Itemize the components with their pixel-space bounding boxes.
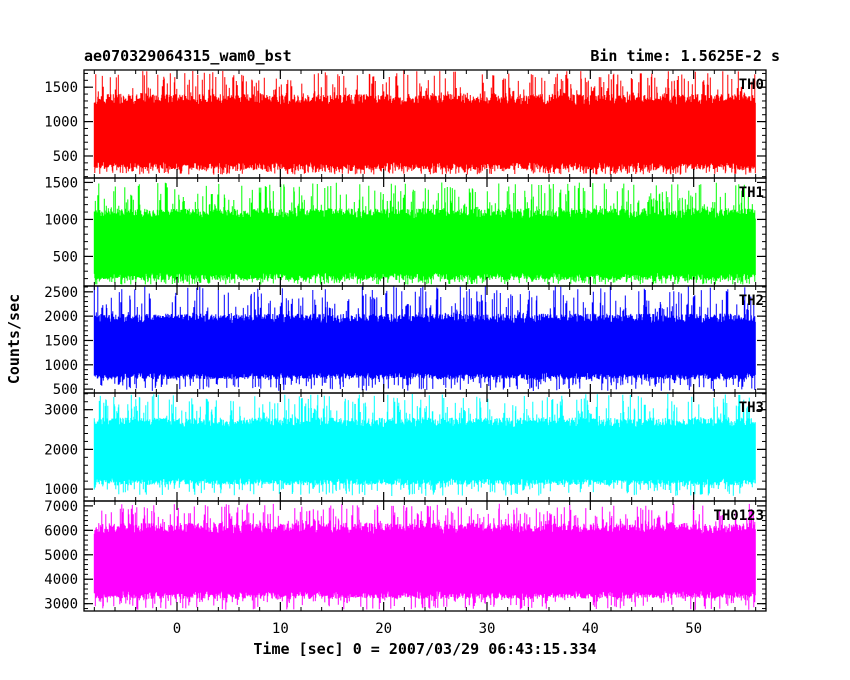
y-tick-label: 1500 [44,175,78,191]
series-th0 [93,70,756,175]
x-tick-label: 0 [173,621,181,637]
x-tick-label: 50 [685,621,702,637]
series-th0123 [93,503,756,610]
panel-th0123: 3000 4000 5000 6000 7000 TH0123 [44,499,767,613]
y-tick-label: 1500 [44,333,78,349]
band-label-th0123: TH0123 [713,508,764,524]
x-axis-label: Time [sec] 0 = 2007/03/29 06:43:15.334 [253,640,596,658]
y-tick-label: 1000 [44,115,78,131]
panel-th2: 500 1000 1500 2000 2500 TH2 [44,285,767,398]
y-tick-label: 1000 [44,358,78,374]
panels: 500 1000 1500 TH0 500 1000 1500 TH1 500 1000 1500 2… [44,69,767,613]
y-tick-label: 2500 [44,285,78,301]
x-tick-label: 20 [375,621,392,637]
panel-th3: 1000 2000 3000 TH3 [44,392,767,502]
band-label-th1: TH1 [739,185,764,201]
band-label-th0: TH0 [739,77,764,93]
y-tick-label: 5000 [44,548,78,564]
band-label-th3: TH3 [739,400,764,416]
y-tick-label: 6000 [44,523,78,539]
x-axis: 0 10 20 30 40 50 [173,621,702,637]
band-label-th2: TH2 [739,293,764,309]
y-tick-label: 3000 [44,597,78,613]
y-tick-label: 2000 [44,309,78,325]
y-tick-label: 1000 [44,212,78,228]
y-tick-label: 500 [53,382,78,398]
series-th3 [93,393,756,496]
panel-th1: 500 1000 1500 TH1 [44,175,767,287]
y-tick-label: 500 [53,249,78,265]
y-tick-label: 1000 [44,482,78,498]
y-axis-label: Counts/sec [5,294,23,384]
y-tick-label: 7000 [44,499,78,515]
series-th1 [93,182,756,285]
y-tick-label: 500 [53,149,78,165]
y-tick-label: 3000 [44,403,78,419]
x-tick-label: 10 [272,621,289,637]
x-tick-label: 40 [582,621,599,637]
y-tick-label: 1500 [44,80,78,96]
chart-title: ae070329064315_wam0_bst [84,47,292,65]
y-tick-label: 2000 [44,442,78,458]
x-tick-label: 30 [479,621,496,637]
panel-th0: 500 1000 1500 TH0 [44,69,767,179]
series-th2 [93,286,756,391]
bin-time-label: Bin time: 1.5625E-2 s [590,47,780,65]
y-tick-label: 4000 [44,572,78,588]
